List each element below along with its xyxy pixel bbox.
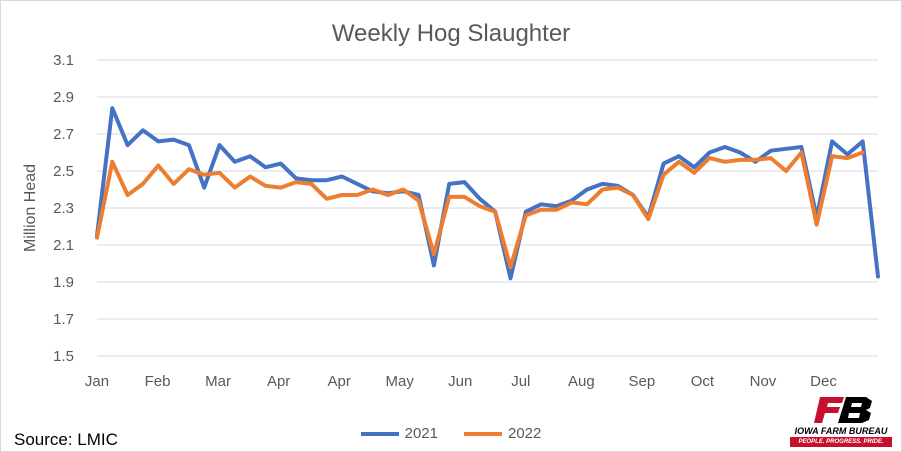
x-tick-label: Jan xyxy=(85,373,109,390)
x-tick-label: Sep xyxy=(629,373,656,390)
source-note: Source: LMIC xyxy=(14,430,118,449)
legend-item-2022: 2022 xyxy=(464,425,541,442)
x-tick-label: Feb xyxy=(145,373,171,390)
x-tick-label: Jun xyxy=(448,373,472,390)
x-tick-label: Dec xyxy=(810,373,837,390)
legend-swatch-2021 xyxy=(360,431,399,436)
logo-name: IOWA FARM BUREAU xyxy=(794,426,888,436)
legend-swatch-2022 xyxy=(464,431,502,436)
x-tick-label: Jul xyxy=(511,373,530,390)
legend-label-2021: 2021 xyxy=(404,425,438,442)
x-tick-label: Oct xyxy=(691,373,715,390)
legend-label-2022: 2022 xyxy=(508,425,542,442)
x-tick-label: Apr xyxy=(267,373,290,390)
x-tick-label: Aug xyxy=(568,373,595,390)
y-tick-label: 1.7 xyxy=(53,311,74,328)
y-tick-label: 2.3 xyxy=(53,200,74,217)
y-tick-label: 2.5 xyxy=(53,163,74,180)
fb-logo-icon xyxy=(814,397,872,423)
y-tick-label: 1.9 xyxy=(53,274,74,291)
y-tick-label: 1.5 xyxy=(53,348,74,365)
logo-tagline: PEOPLE. PROGRESS. PRIDE. xyxy=(790,437,892,447)
y-tick-label: 2.1 xyxy=(53,237,74,254)
y-tick-label: 2.7 xyxy=(53,126,74,143)
legend: 2021 2022 xyxy=(0,425,902,442)
chart-title: Weekly Hog Slaughter xyxy=(331,20,571,47)
y-tick-label: 3.1 xyxy=(53,52,74,69)
iowa-farm-bureau-logo: IOWA FARM BUREAU PEOPLE. PROGRESS. PRIDE… xyxy=(790,395,892,447)
legend-item-2021: 2021 xyxy=(360,425,438,442)
x-tick-label: Nov xyxy=(750,373,777,390)
series-line-2021 xyxy=(95,106,880,281)
x-tick-label: Mar xyxy=(205,373,231,390)
x-tick-label: May xyxy=(386,373,415,390)
y-tick-label: 2.9 xyxy=(53,89,74,106)
x-tick-label: Apr xyxy=(327,373,350,390)
series-line-2022 xyxy=(95,150,865,270)
